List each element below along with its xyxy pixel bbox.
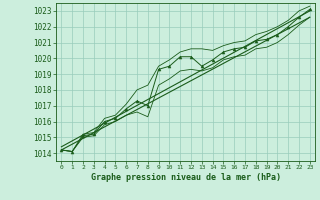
X-axis label: Graphe pression niveau de la mer (hPa): Graphe pression niveau de la mer (hPa) (91, 173, 281, 182)
